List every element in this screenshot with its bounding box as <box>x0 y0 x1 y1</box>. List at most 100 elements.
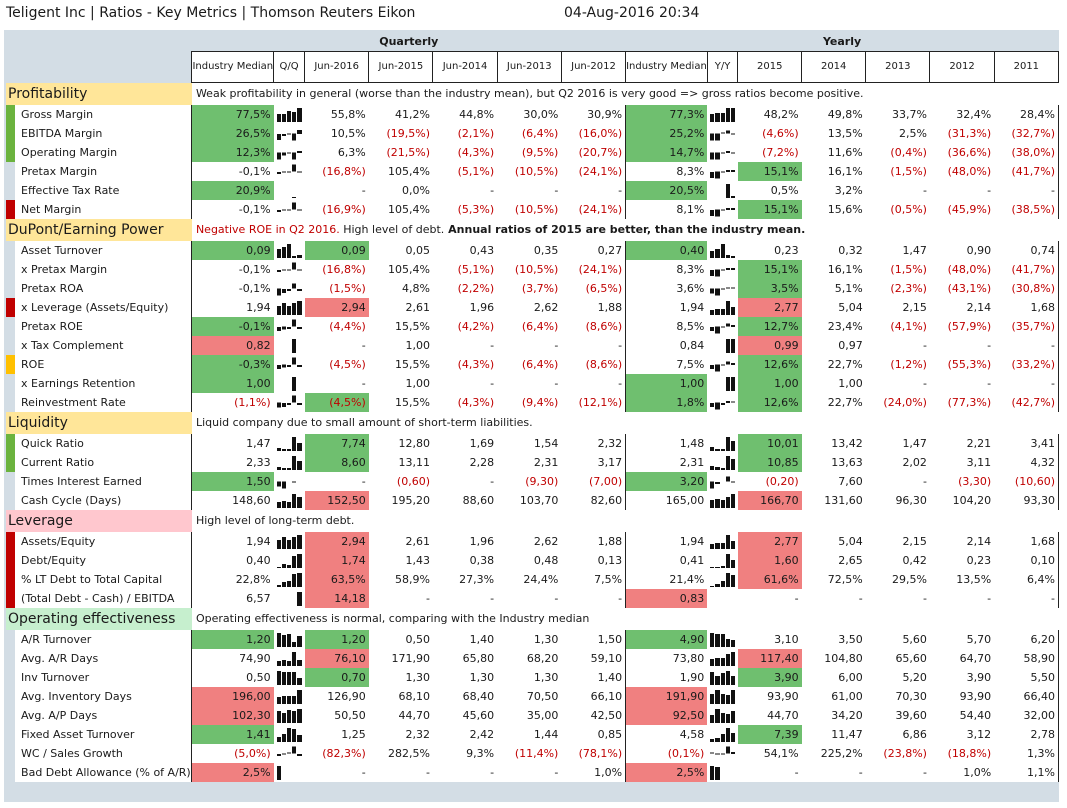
metric-value: 82,60 <box>561 491 626 510</box>
metric-label: Quick Ratio <box>15 434 192 453</box>
sparkline-bars <box>710 746 735 761</box>
metric-value: - <box>304 763 369 782</box>
sparkline-bar <box>287 540 292 549</box>
sparkline-bar <box>725 497 730 508</box>
status-accent <box>6 491 15 510</box>
metric-value: 6,4% <box>994 570 1060 589</box>
sparkline-bar <box>730 459 735 470</box>
sparkline-bars <box>710 670 735 685</box>
yy-sparkline <box>707 434 738 453</box>
metric-value: - <box>497 374 562 393</box>
metric-value: (4,2%) <box>432 317 498 336</box>
yy-sparkline <box>707 589 738 608</box>
sparkline-bar <box>292 357 297 365</box>
metric-row: x Tax Complement 0,82-1,00- - -0,84 0,99 0,97… <box>6 336 1060 355</box>
metric-value: (20,7%) <box>561 143 626 162</box>
sparkline-bar <box>281 564 287 568</box>
sparkline-bar <box>730 362 735 365</box>
metric-value: 1,41 <box>191 725 274 744</box>
metric-value: - <box>865 472 930 491</box>
metric-value: 0,40 <box>625 241 708 260</box>
sparkline-bar <box>297 443 302 451</box>
metric-value: (5,0%) <box>191 744 274 763</box>
metric-value: (41,7%) <box>994 162 1060 181</box>
metric-value: - <box>865 181 930 200</box>
sparkline-bar <box>276 114 281 122</box>
sparkline-bar <box>725 267 730 270</box>
sparkline-bar <box>725 184 730 198</box>
sparkline-bar <box>725 746 730 754</box>
metric-value: 1,8% <box>625 393 708 412</box>
metric-value: 1,3% <box>994 744 1060 763</box>
sparkline-bar <box>287 696 292 704</box>
sparkline-bar <box>725 671 730 685</box>
sparkline-bar <box>297 690 302 704</box>
metric-value: (35,7%) <box>994 317 1060 336</box>
sparkline-bar <box>715 288 720 296</box>
metric-value: 1,0% <box>929 763 995 782</box>
sparkline-bar <box>720 581 725 587</box>
sparkline-bar <box>281 114 287 122</box>
sparkline-bars <box>710 183 735 198</box>
sparkline-bars <box>276 145 302 160</box>
metric-value: 1,88 <box>561 532 626 551</box>
sparkline-bar <box>297 150 302 153</box>
sparkline-bar <box>710 715 715 723</box>
metric-value: 58,9% <box>368 570 433 589</box>
metric-value: 44,8% <box>432 105 498 124</box>
sparkline-bar <box>297 402 302 405</box>
col-header-yy: Y/Y <box>706 51 739 83</box>
metric-value: 9,3% <box>432 744 498 763</box>
metric-value: 3,90 <box>929 668 995 687</box>
metric-value: 1,54 <box>497 434 562 453</box>
col-header-quarter: Jun-2013 <box>496 51 562 83</box>
sparkline-bar <box>710 288 715 294</box>
sparkline-bar <box>730 339 735 353</box>
sparkline-bar <box>710 310 715 315</box>
sparkline-bar <box>710 171 715 178</box>
sparkline-bars <box>276 319 302 334</box>
metric-label: Times Interest Earned <box>15 472 192 491</box>
qq-sparkline <box>273 589 305 608</box>
metric-value: 1,00 <box>191 374 274 393</box>
sparkline-bars <box>276 553 302 568</box>
qq-sparkline <box>273 453 305 472</box>
metric-value: - <box>432 589 498 608</box>
metric-value: 15,6% <box>801 200 866 219</box>
metric-value: - <box>432 472 498 491</box>
metric-value: (1,1%) <box>191 393 274 412</box>
metric-value: 0,83 <box>625 589 708 608</box>
sparkline-bar <box>715 481 720 484</box>
metric-value: 7,60 <box>801 472 866 491</box>
col-header-year: 2014 <box>801 51 867 83</box>
yy-sparkline <box>707 744 738 763</box>
metric-value: 1,30 <box>368 668 433 687</box>
yy-sparkline <box>707 260 738 279</box>
sparkline-bar <box>281 209 287 211</box>
sparkline-bar <box>725 301 730 315</box>
metric-value: 1,96 <box>432 298 498 317</box>
metric-value: 32,4% <box>929 105 995 124</box>
status-accent <box>6 124 16 143</box>
sparkline-bar <box>730 196 735 198</box>
metric-value: 61,00 <box>801 687 866 706</box>
metric-value: 59,10 <box>561 649 626 668</box>
metric-value: 1,00 <box>368 336 433 355</box>
col-header-quarter: Jun-2015 <box>368 51 434 83</box>
metric-value: 0,32 <box>801 241 866 260</box>
sparkline-bar <box>276 209 281 212</box>
sparkline-bar <box>715 269 720 277</box>
metric-value: 3,11 <box>929 453 995 472</box>
metric-value: 0,23 <box>737 241 802 260</box>
metric-value: 2,5% <box>625 763 708 782</box>
metric-row: Operating Margin 12,3% 6,3% (21,5%) (4,3%) (9… <box>6 143 1060 162</box>
sparkline-bar <box>281 152 287 156</box>
sparkline-bars <box>276 746 302 761</box>
yy-sparkline <box>707 124 738 143</box>
metric-value: 4,90 <box>625 630 708 649</box>
metric-label: Pretax ROA <box>15 279 192 298</box>
metric-value: 93,30 <box>994 491 1060 510</box>
metric-value: 20,9% <box>191 181 274 200</box>
sparkline-bar <box>292 652 297 666</box>
sparkline-bar <box>715 634 720 647</box>
